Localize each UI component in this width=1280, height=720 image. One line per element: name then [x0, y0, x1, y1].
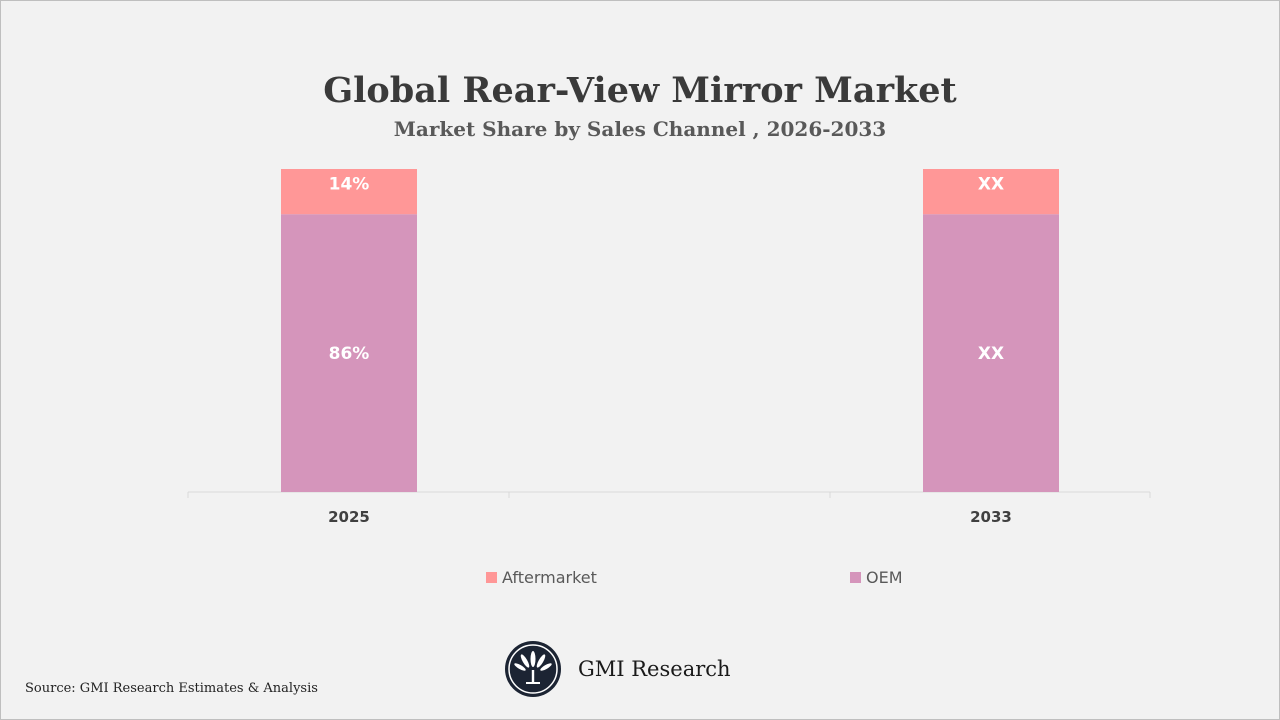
data-label: XX: [978, 344, 1004, 364]
legend-label: Aftermarket: [502, 568, 597, 587]
bar-oem-2025: [281, 214, 417, 492]
source-note: Source: GMI Research Estimates & Analysi…: [25, 681, 318, 696]
logo-icon: [505, 641, 561, 697]
legend-item-aftermarket: Aftermarket: [486, 568, 597, 587]
bar-oem-2033: [923, 214, 1059, 492]
chart-title: Global Rear-View Mirror Market: [323, 70, 957, 111]
legend-item-oem: OEM: [850, 568, 903, 587]
legend-swatch: [486, 572, 497, 583]
brand-name: GMI Research: [578, 657, 731, 681]
bar-aftermarket-2033: [923, 169, 1059, 215]
legend-label: OEM: [866, 568, 903, 587]
bar-aftermarket-2025: [281, 169, 417, 215]
data-label: 86%: [329, 344, 370, 364]
x-tick-label: 2025: [328, 508, 370, 526]
data-label: XX: [978, 175, 1004, 195]
x-tick-label: 2033: [970, 508, 1012, 526]
data-label: 14%: [329, 175, 370, 195]
chart-subtitle: Market Share by Sales Channel , 2026-203…: [393, 117, 887, 141]
gmi-logo: GMI Research: [504, 640, 731, 698]
legend-swatch: [850, 572, 861, 583]
